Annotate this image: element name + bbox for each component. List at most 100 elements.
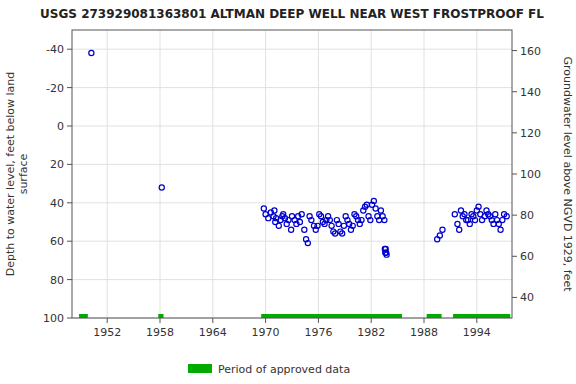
tick-y2 <box>512 297 517 298</box>
point <box>276 223 281 228</box>
tick-label-x: 1964 <box>199 326 227 339</box>
tick-label-y2: 120 <box>520 127 541 140</box>
tick-label-y: 20 <box>50 158 64 171</box>
tick-label-x: 1988 <box>410 326 438 339</box>
tick-y <box>67 202 72 203</box>
point <box>382 217 387 222</box>
point <box>371 198 376 203</box>
point <box>452 212 457 217</box>
tick-label-y: 100 <box>43 312 64 325</box>
grid-line-y <box>72 202 512 203</box>
grid <box>72 30 512 318</box>
point <box>498 227 503 232</box>
tick-x <box>371 318 372 323</box>
point <box>305 241 310 246</box>
point <box>437 233 442 238</box>
tick-label-y: 80 <box>50 274 64 287</box>
title: USGS 273929081363801 ALTMAN DEEP WELL NE… <box>40 7 544 21</box>
point <box>261 206 266 211</box>
point <box>289 227 294 232</box>
point <box>159 185 164 190</box>
point <box>384 252 389 257</box>
tick-y <box>67 164 72 165</box>
point <box>340 231 345 236</box>
chart: 19521958196419701976198219881994-40-2002… <box>0 0 576 384</box>
y2-axis-label: Groundwater level above NGVD 1929, feet <box>561 56 574 292</box>
tick-y2 <box>512 215 517 216</box>
axes: 19521958196419701976198219881994-40-2002… <box>43 43 541 339</box>
tick-y2 <box>512 132 517 133</box>
legend-label: Period of approved data <box>218 363 350 376</box>
approved-segment <box>453 314 510 318</box>
grid-line-x <box>265 30 266 318</box>
tick-x <box>160 318 161 323</box>
tick-y <box>67 318 72 319</box>
tick-label-y2: 80 <box>520 209 534 222</box>
point <box>341 223 346 228</box>
tick-x <box>318 318 319 323</box>
grid-line-x <box>318 30 319 318</box>
point <box>504 214 509 219</box>
point <box>318 214 323 219</box>
point <box>350 223 355 228</box>
tick-label-x: 1982 <box>357 326 385 339</box>
grid-line-y <box>72 49 512 50</box>
tick-label-x: 1952 <box>93 326 121 339</box>
legend: Period of approved data <box>188 363 350 376</box>
tick-label-y2: 160 <box>520 45 541 58</box>
approved-segment <box>158 314 163 318</box>
tick-y2 <box>512 174 517 175</box>
point <box>336 221 341 226</box>
tick-y <box>67 87 72 88</box>
point <box>462 212 467 217</box>
tick-label-y2: 40 <box>520 291 534 304</box>
plot-frame <box>72 30 512 318</box>
point <box>364 202 369 207</box>
point <box>333 231 338 236</box>
tick-label-y: -40 <box>46 43 64 56</box>
tick-label-y: 0 <box>57 120 64 133</box>
tick-y <box>67 49 72 50</box>
plot-area <box>72 30 512 318</box>
point <box>476 204 481 209</box>
grid-line-y <box>72 87 512 88</box>
y-axis-label: Depth to water level, feet below landsur… <box>4 72 30 277</box>
tick-y <box>67 241 72 242</box>
legend-swatch <box>188 364 212 373</box>
point <box>302 227 307 232</box>
grid-line-x <box>371 30 372 318</box>
tick-y2 <box>512 91 517 92</box>
point <box>500 217 505 222</box>
point <box>493 212 498 217</box>
point <box>378 208 383 213</box>
point <box>89 50 94 55</box>
point <box>315 223 320 228</box>
tick-label-y: -20 <box>46 82 64 95</box>
y-axis-label-line: Depth to water level, feet below land <box>4 72 17 277</box>
grid-line-y <box>72 164 512 165</box>
tick-label-x: 1970 <box>252 326 280 339</box>
approved-segment <box>427 314 442 318</box>
tick-y2 <box>512 256 517 257</box>
y-axis-label-line: surface <box>17 153 30 194</box>
grid-line-y <box>72 241 512 242</box>
point <box>359 217 364 222</box>
tick-x <box>476 318 477 323</box>
point <box>472 217 477 222</box>
tick-x <box>424 318 425 323</box>
point <box>266 216 271 221</box>
point <box>368 217 373 222</box>
grid-line-x <box>212 30 213 318</box>
tick-y <box>67 279 72 280</box>
tick-label-x: 1958 <box>146 326 174 339</box>
point <box>440 227 445 232</box>
tick-x <box>265 318 266 323</box>
point <box>457 227 462 232</box>
tick-label-y2: 100 <box>520 168 541 181</box>
tick-y <box>67 126 72 127</box>
tick-label-y2: 140 <box>520 86 541 99</box>
point <box>373 206 378 211</box>
point <box>297 219 302 224</box>
approved-segment <box>261 314 402 318</box>
tick-x <box>107 318 108 323</box>
